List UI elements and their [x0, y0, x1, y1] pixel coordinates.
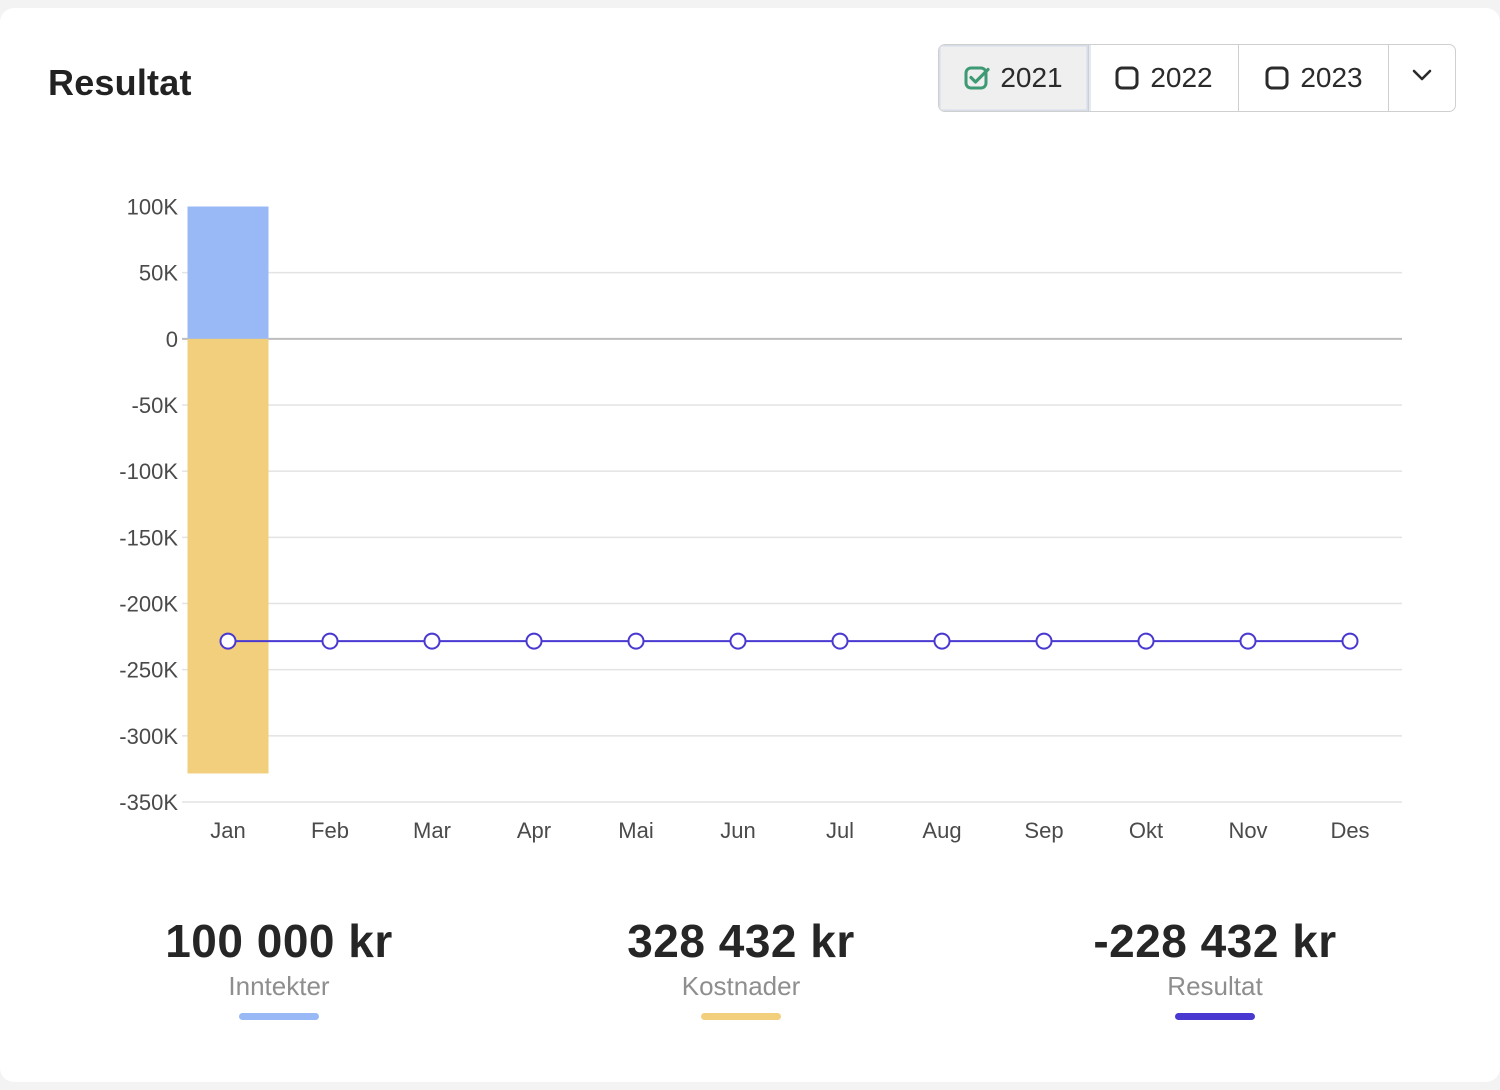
x-tick-label: Mar — [413, 818, 451, 843]
x-tick-label: Jul — [826, 818, 854, 843]
result-point — [1035, 632, 1053, 650]
checkbox-checked-icon — [964, 65, 990, 91]
result-point — [627, 632, 645, 650]
year-toggle-2022[interactable]: 2022 — [1089, 45, 1239, 111]
summary-result: -228 432 kr Resultat — [1065, 913, 1365, 1020]
income-legend-swatch — [239, 1013, 319, 1020]
result-point — [219, 632, 237, 650]
y-tick-label: -350K — [119, 790, 178, 815]
year-label: 2021 — [1000, 62, 1063, 93]
checkbox-unchecked-icon — [1264, 65, 1290, 91]
page-title: Resultat — [48, 62, 192, 103]
x-tick-label: Des — [1330, 818, 1369, 843]
year-toggle-2021[interactable]: 2021 — [939, 45, 1089, 111]
income-amount: 100 000 kr — [165, 915, 393, 967]
income-label: Inntekter — [228, 971, 330, 1001]
x-tick-label: Jun — [720, 818, 755, 843]
y-tick-label: 50K — [139, 261, 178, 286]
result-card: Resultat 2021 2022 — [0, 8, 1500, 1082]
summary-income: 100 000 kr Inntekter — [129, 913, 429, 1020]
x-tick-label: Sep — [1024, 818, 1063, 843]
result-point — [321, 632, 339, 650]
x-tick-label: Apr — [517, 818, 551, 843]
income-bar — [187, 206, 269, 339]
y-tick-label: 100K — [127, 195, 179, 220]
result-point — [1341, 632, 1359, 650]
result-chart: 100K 50K 0 -50K -100K -150K -200K -250K -300K -35… — [119, 195, 1402, 843]
checkbox-unchecked-icon — [1114, 65, 1140, 91]
result-point — [933, 632, 951, 650]
result-point — [423, 632, 441, 650]
y-tick-label: -50K — [132, 393, 179, 418]
x-tick-label: Mai — [618, 818, 653, 843]
x-tick-label: Aug — [922, 818, 961, 843]
costs-bar — [187, 338, 269, 774]
year-toggle-2023[interactable]: 2023 — [1239, 45, 1389, 111]
x-tick-label: Feb — [311, 818, 349, 843]
y-tick-label: -300K — [119, 724, 178, 749]
x-tick-label: Jan — [210, 818, 245, 843]
year-dropdown-button[interactable] — [1389, 45, 1455, 111]
result-amount: -228 432 kr — [1093, 915, 1337, 967]
y-tick-label: -150K — [119, 525, 178, 550]
result-legend-swatch — [1175, 1013, 1255, 1020]
summary-costs: 328 432 kr Kostnader — [591, 913, 891, 1020]
result-point — [1137, 632, 1155, 650]
x-tick-label: Okt — [1129, 818, 1163, 843]
result-point — [831, 632, 849, 650]
costs-label: Kostnader — [681, 971, 801, 1001]
result-label: Resultat — [1167, 971, 1263, 1001]
y-tick-label: -250K — [119, 658, 178, 683]
y-tick-label: -200K — [119, 592, 178, 617]
result-point — [1239, 632, 1257, 650]
costs-amount: 328 432 kr — [627, 915, 855, 967]
costs-legend-swatch — [701, 1013, 781, 1020]
year-label: 2022 — [1150, 62, 1213, 93]
x-tick-label: Nov — [1228, 818, 1267, 843]
result-point — [525, 632, 543, 650]
year-label: 2023 — [1300, 62, 1363, 93]
y-tick-label: 0 — [166, 327, 178, 352]
chevron-down-icon — [1410, 62, 1434, 94]
year-selector: 2021 2022 2023 — [938, 44, 1456, 112]
result-point — [729, 632, 747, 650]
y-tick-label: -100K — [119, 459, 178, 484]
